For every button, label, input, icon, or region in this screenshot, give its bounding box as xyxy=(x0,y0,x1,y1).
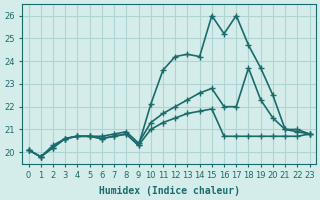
X-axis label: Humidex (Indice chaleur): Humidex (Indice chaleur) xyxy=(99,186,240,196)
